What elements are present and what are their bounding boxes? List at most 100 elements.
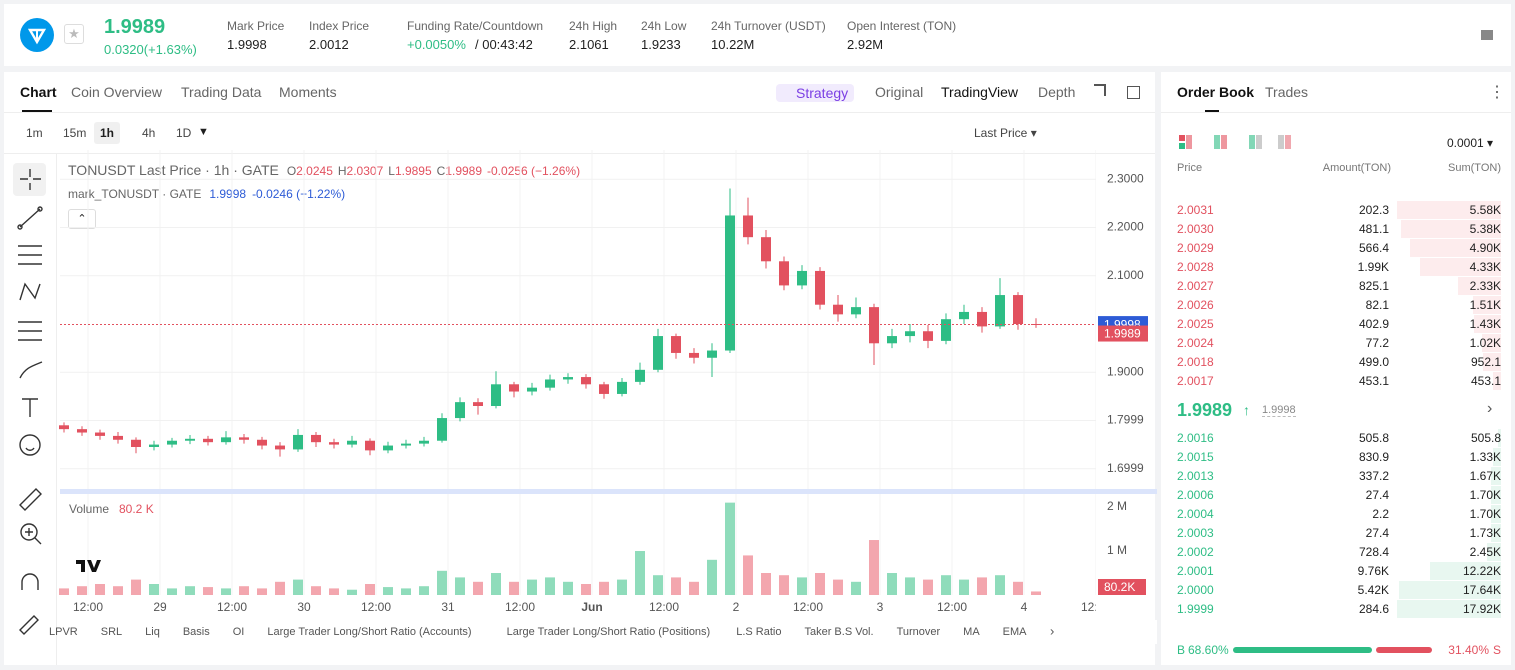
- indicator: Taker B.S Vol.: [804, 626, 873, 638]
- chart-tab[interactable]: Coin Overview: [71, 84, 163, 100]
- coin-logo: [20, 18, 54, 52]
- volume-label: Volume: [69, 502, 109, 516]
- volume-bar: [797, 577, 807, 595]
- chart: 12:00 29 12:00 30 12:00 31 12:00 Jun 12:00 2 12:00…: [13, 150, 1157, 644]
- depth-bar: [1420, 258, 1501, 276]
- amount: 1.99K: [1357, 260, 1389, 274]
- candle-body: [455, 402, 465, 419]
- mark-legend: mark_TONUSDT · GATE 1.9998 -0.0246 (−1.22%…: [68, 187, 345, 201]
- order-book-tab[interactable]: Order Book: [1177, 84, 1255, 100]
- depth-bar: [1493, 448, 1501, 466]
- sum: 1.67K: [1469, 469, 1501, 483]
- ask-price: 1.9999: [1177, 602, 1214, 616]
- stat-label: Funding Rate/Countdown: [407, 19, 544, 33]
- divider: [56, 153, 57, 665]
- indicator-fade: [1040, 620, 1157, 644]
- interval[interactable]: 4h: [142, 126, 156, 140]
- view-tab[interactable]: TradingView: [941, 84, 1019, 100]
- expand-icon[interactable]: [1094, 84, 1106, 96]
- ask-price: 2.0029: [1177, 241, 1214, 255]
- chart-tab[interactable]: Trading Data: [181, 84, 262, 100]
- interval[interactable]: 1m: [26, 126, 43, 140]
- volume-bar: [1031, 591, 1041, 595]
- time-label: Jun: [581, 600, 602, 614]
- volume-tag-text: 80.2K: [1104, 580, 1135, 594]
- sum: 1.51K: [1469, 298, 1501, 312]
- candle-body: [851, 307, 861, 315]
- last-price-tag: [1098, 325, 1148, 342]
- price-change: 0.0320(+1.63%): [104, 42, 197, 57]
- volume-bar: [293, 579, 303, 595]
- order-book-tab[interactable]: Trades: [1265, 84, 1309, 100]
- candle-body: [419, 440, 429, 444]
- volume-bar: [383, 587, 393, 595]
- volume-bar: [329, 588, 339, 595]
- ohlc-value: 1.9895: [394, 164, 432, 178]
- time-label: 31: [441, 600, 455, 614]
- precision-value: 0.0001: [1447, 136, 1484, 150]
- ohlc-key: L: [388, 164, 395, 178]
- amount: 77.2: [1365, 336, 1389, 350]
- mark-change: -0.0246 (−1.22%): [252, 187, 346, 201]
- amount: 453.1: [1358, 374, 1389, 388]
- stat-label: Open Interest (TON): [847, 19, 957, 33]
- volume-bar: [833, 579, 843, 595]
- more-icon[interactable]: ⋮: [1489, 84, 1505, 101]
- volume-bar: [473, 581, 483, 595]
- depth-bar: [1492, 372, 1501, 390]
- menu-icon[interactable]: [1480, 28, 1494, 42]
- volume-bar: [761, 573, 771, 595]
- depth-bar: [1498, 429, 1501, 447]
- indicator: LPVR: [49, 626, 78, 638]
- sell-bar: [1376, 647, 1432, 653]
- view-toggles[interactable]: [1177, 134, 1297, 150]
- y-tick-label: 2.1000: [1107, 268, 1144, 282]
- collapse-button[interactable]: ⌃: [68, 209, 96, 229]
- candle-body: [311, 434, 321, 443]
- buy-bar: [1233, 647, 1373, 653]
- volume-bar: [167, 588, 177, 595]
- candle-body: [779, 261, 789, 286]
- candle-body: [743, 215, 753, 238]
- volume-bar: [311, 586, 321, 595]
- price-type[interactable]: Last Price ▾: [974, 126, 1037, 140]
- window-icon[interactable]: [1127, 86, 1140, 99]
- candle-body: [671, 336, 681, 353]
- ask-price: 2.0016: [1177, 431, 1214, 445]
- precision[interactable]: 0.0001 ▾: [1447, 136, 1494, 150]
- ask-price: 2.0018: [1177, 355, 1214, 369]
- order-book-header: Sum(TON): [1448, 162, 1501, 174]
- amount: 728.4: [1358, 545, 1389, 559]
- interval-menu[interactable]: ▼: [198, 126, 209, 138]
- sum: 1.43K: [1469, 317, 1501, 331]
- y-tick-label: 1.7999: [1107, 413, 1144, 427]
- interval[interactable]: 15m: [63, 126, 87, 140]
- volume-bar: [815, 573, 825, 595]
- volume-bar: [689, 581, 699, 595]
- time-label: 3: [877, 600, 884, 614]
- view-tab[interactable]: Original: [875, 84, 924, 100]
- time-label: 12:00: [793, 600, 823, 614]
- candle-body: [221, 437, 231, 443]
- chart-tab[interactable]: Moments: [279, 84, 337, 100]
- favorite-star[interactable]: ★: [64, 24, 84, 44]
- time-label: 12:00: [1081, 600, 1111, 614]
- interval[interactable]: 1h: [94, 122, 121, 144]
- ask-price: 2.0015: [1177, 450, 1214, 464]
- mid-more[interactable]: ›: [1487, 400, 1493, 417]
- sum: 5.58K: [1469, 203, 1501, 217]
- last-price: 1.9989: [104, 16, 166, 38]
- amount: 337.2: [1358, 469, 1389, 483]
- interval[interactable]: 1D: [176, 126, 192, 140]
- view-tab[interactable]: Strategy: [776, 84, 855, 102]
- candle-body: [563, 377, 573, 380]
- ask-price: 2.0025: [1177, 317, 1214, 331]
- time-label: 4: [1021, 600, 1028, 614]
- chart-tab[interactable]: Chart: [20, 84, 57, 100]
- amount: 566.4: [1358, 241, 1389, 255]
- y-tick-label: 2.3000: [1107, 171, 1144, 185]
- view-tab[interactable]: Depth: [1038, 84, 1076, 100]
- amount: 27.4: [1365, 526, 1389, 540]
